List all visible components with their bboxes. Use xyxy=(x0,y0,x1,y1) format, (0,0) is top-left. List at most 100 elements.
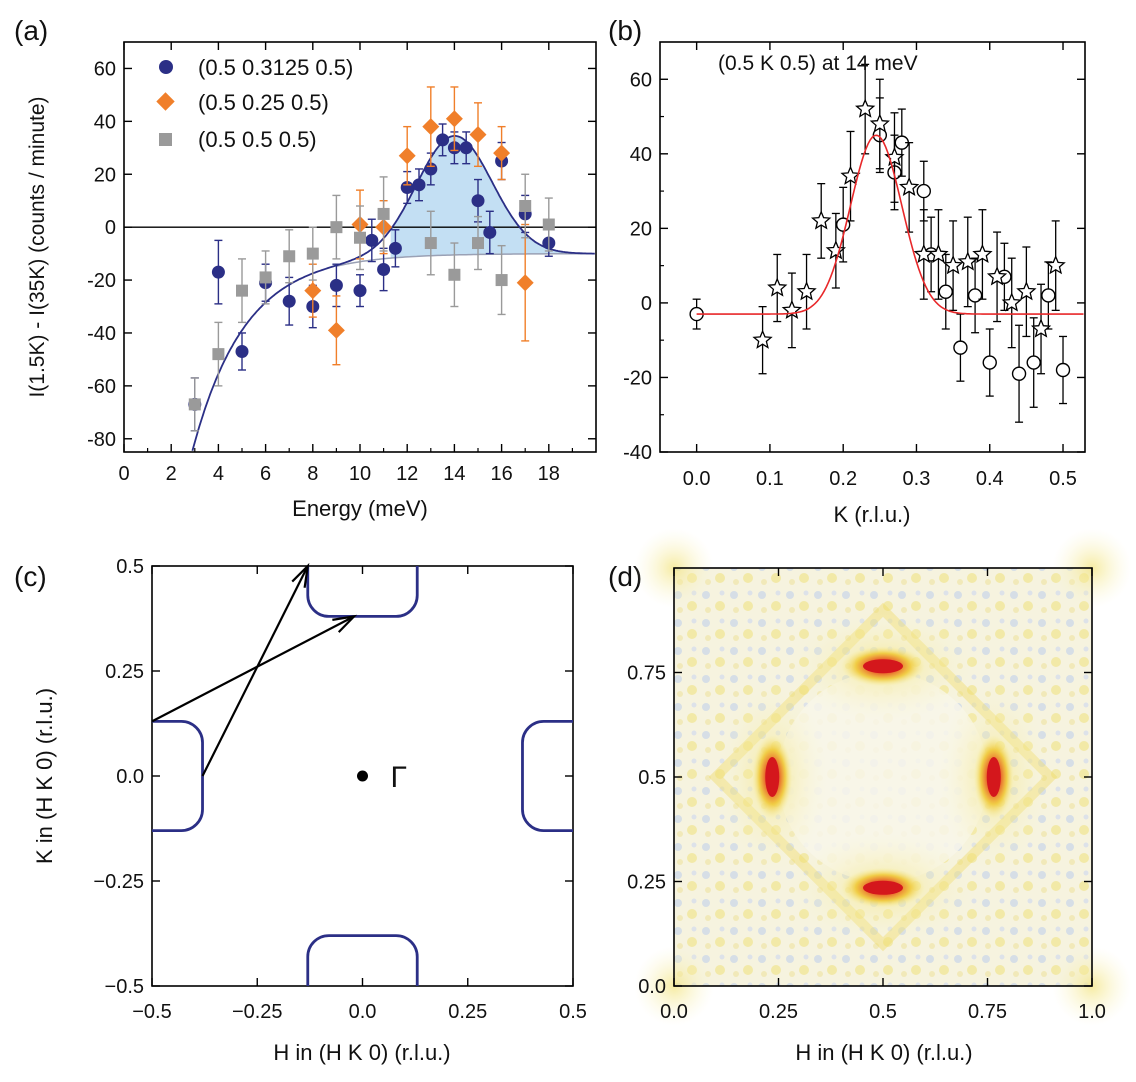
fit-curve xyxy=(696,134,1084,315)
heatmap-peak-core xyxy=(986,757,1001,797)
data-point-star xyxy=(767,277,788,297)
data-point-diamond xyxy=(445,110,463,128)
x-tick-label: 0.4 xyxy=(976,468,1004,490)
x-tick-label: 16 xyxy=(490,463,512,485)
data-point-circle xyxy=(916,183,931,199)
legend-entry-3: (0.5 0.5 0.5) xyxy=(198,127,317,152)
heatmap-peak-core xyxy=(863,659,903,674)
panel-label-b: (b) xyxy=(608,15,642,46)
x-tick-label: 0.5 xyxy=(559,1001,587,1023)
data-point-star xyxy=(796,280,817,301)
y-tick-label: −0.5 xyxy=(105,976,144,998)
x-tick-label: 4 xyxy=(213,463,224,485)
data-point-star xyxy=(1001,292,1022,312)
x-tick-label: 18 xyxy=(538,463,560,485)
data-point-diamond xyxy=(304,282,322,300)
data-point-star xyxy=(825,239,847,260)
x-tick-label: 14 xyxy=(443,463,465,485)
y-tick-label: -80 xyxy=(87,429,116,451)
y-tick-label: 20 xyxy=(94,164,116,186)
data-point-square xyxy=(306,247,319,260)
data-point-star xyxy=(957,251,978,271)
y-tick-label: 0.5 xyxy=(638,767,666,789)
heatmap-peak-core xyxy=(863,880,903,895)
nesting-arrow xyxy=(201,565,309,777)
data-point-square xyxy=(424,237,437,250)
baseline-curve xyxy=(336,252,594,268)
heatmap-peak-core xyxy=(765,757,780,797)
y-tick-label: 0.25 xyxy=(627,872,666,894)
fermi-pocket xyxy=(521,720,573,832)
fermi-pocket xyxy=(306,566,419,618)
panel-label-c: (c) xyxy=(14,561,47,592)
data-point-star xyxy=(752,329,773,349)
panel-b-annotation: (0.5 K 0.5) at 14 meV xyxy=(718,52,918,75)
data-point-star xyxy=(854,98,876,118)
data-point-square xyxy=(212,348,225,361)
y-tick-label: 0 xyxy=(641,293,652,315)
y-tick-label: -40 xyxy=(623,442,652,464)
data-point-square xyxy=(283,250,296,263)
panel-b-xlabel: K (r.l.u.) xyxy=(833,502,910,527)
data-point-star xyxy=(942,254,964,275)
panel-d-xlabel: H in (H K 0) (r.l.u.) xyxy=(795,1040,972,1065)
data-point-star xyxy=(1045,254,1066,275)
data-point-circle xyxy=(471,194,485,208)
data-point-circle xyxy=(436,133,450,147)
y-tick-label: 0.0 xyxy=(638,976,666,998)
data-point-square xyxy=(495,274,508,287)
data-point-diamond xyxy=(422,118,440,136)
x-tick-label: −0.5 xyxy=(132,1001,171,1023)
x-tick-label: 0.25 xyxy=(448,1001,487,1023)
data-point-square xyxy=(354,231,366,244)
y-tick-label: 0.5 xyxy=(116,556,144,578)
data-point-circle xyxy=(235,344,249,358)
data-point-diamond xyxy=(327,321,345,339)
data-point-circle xyxy=(377,262,391,276)
y-tick-label: -20 xyxy=(87,270,116,292)
data-point-circle xyxy=(1041,288,1056,303)
data-point-square xyxy=(472,237,484,250)
data-point-circle xyxy=(388,241,402,255)
panel-c-ylabel: K in (H K 0) (r.l.u.) xyxy=(32,688,57,864)
legend-entry-2: (0.5 0.25 0.5) xyxy=(198,90,329,115)
y-tick-label: 0.75 xyxy=(627,663,666,685)
x-tick-label: 0.5 xyxy=(869,1001,897,1023)
gamma-label: Γ xyxy=(391,761,408,794)
data-point-diamond xyxy=(469,126,487,144)
data-point-square xyxy=(448,268,461,281)
panel-c-diagram: Γ −0.5 −0.25 0.0 0.25 0.5 −0.5 −0.25 0.0 0.25 0.5… xyxy=(32,556,587,1065)
data-point-circle xyxy=(1055,362,1071,378)
panel-c-xlabel: H in (H K 0) (r.l.u.) xyxy=(273,1040,450,1065)
data-point-star xyxy=(869,113,890,133)
data-point-circle xyxy=(412,178,426,192)
panel-b-chart: 0.0 0.1 0.2 0.3 0.4 0.5 -40 -20 0 20 40 60 (0.5 K 0… xyxy=(623,41,1086,527)
data-point-circle xyxy=(953,340,968,355)
data-point-square xyxy=(542,218,555,231)
data-point-circle xyxy=(1026,355,1041,370)
nesting-arrow xyxy=(151,615,355,723)
data-point-square xyxy=(236,284,248,297)
data-point-square xyxy=(188,398,201,411)
y-tick-label: −0.25 xyxy=(93,871,144,893)
data-point-circle xyxy=(1011,366,1027,381)
data-point-square xyxy=(519,200,532,212)
x-tick-label: 0.2 xyxy=(829,468,857,490)
x-tick-label: 1.0 xyxy=(1078,1001,1106,1023)
x-tick-label: −0.25 xyxy=(232,1001,283,1023)
gamma-point xyxy=(357,770,368,782)
fermi-pocket xyxy=(306,934,419,986)
legend-marker-circle xyxy=(159,60,173,74)
y-tick-label: 40 xyxy=(630,144,652,166)
y-tick-label: 40 xyxy=(94,111,116,133)
x-tick-label: 6 xyxy=(260,463,271,485)
data-point-circle xyxy=(483,225,497,239)
data-point-circle xyxy=(365,233,379,247)
data-point-diamond xyxy=(493,144,511,162)
y-tick-label: 0.25 xyxy=(105,661,144,683)
x-tick-label: 12 xyxy=(396,463,418,485)
data-point-circle xyxy=(353,284,367,298)
data-point-star xyxy=(972,243,993,264)
data-point-star xyxy=(898,176,920,196)
